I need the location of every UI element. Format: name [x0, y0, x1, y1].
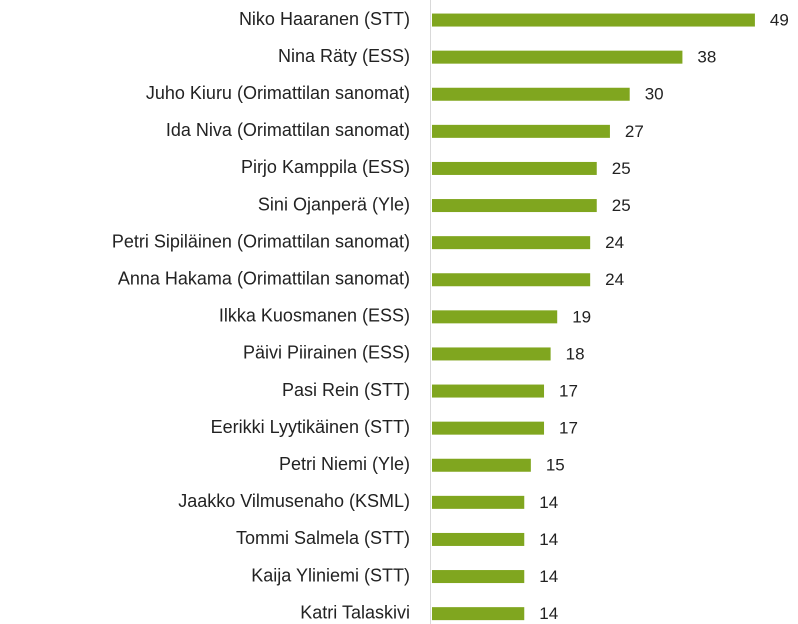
bar — [432, 273, 591, 287]
value-label: 24 — [605, 270, 624, 289]
category-label: Petri Sipiläinen (Orimattilan sanomat) — [112, 231, 410, 251]
value-label: 18 — [566, 344, 585, 363]
category-label: Juho Kiuru (Orimattilan sanomat) — [146, 83, 410, 103]
value-label: 30 — [645, 85, 664, 104]
bar — [432, 532, 525, 546]
value-label: 25 — [612, 159, 631, 178]
category-label: Ilkka Kuosmanen (ESS) — [219, 306, 410, 326]
category-label: Tommi Salmela (STT) — [236, 528, 410, 548]
bar — [432, 50, 683, 64]
bar — [432, 458, 531, 472]
bar — [432, 236, 591, 250]
category-label: Katri Talaskivi — [300, 602, 410, 622]
value-label: 19 — [572, 307, 591, 326]
value-label: 17 — [559, 419, 578, 438]
bar — [432, 495, 525, 509]
bar — [432, 124, 610, 138]
category-label: Nina Räty (ESS) — [278, 46, 410, 66]
value-label: 24 — [605, 233, 624, 252]
category-label: Sini Ojanperä (Yle) — [258, 194, 410, 214]
value-label: 14 — [539, 604, 558, 623]
category-label: Anna Hakama (Orimattilan sanomat) — [118, 269, 410, 289]
category-label: Kaija Yliniemi (STT) — [251, 565, 410, 585]
bar — [432, 421, 545, 435]
bar — [432, 310, 558, 324]
value-label: 14 — [539, 493, 558, 512]
value-label: 17 — [559, 382, 578, 401]
bar — [432, 87, 630, 101]
category-label: Petri Niemi (Yle) — [279, 454, 410, 474]
value-label: 14 — [539, 567, 558, 586]
bar — [432, 13, 755, 27]
category-label: Niko Haaranen (STT) — [239, 9, 410, 29]
category-label: Jaakko Vilmusenaho (KSML) — [178, 491, 410, 511]
bar — [432, 199, 597, 213]
category-label: Pasi Rein (STT) — [282, 380, 410, 400]
value-label: 14 — [539, 530, 558, 549]
category-label: Pirjo Kamppila (ESS) — [241, 157, 410, 177]
bar — [432, 570, 525, 584]
value-label: 27 — [625, 122, 644, 141]
value-label: 49 — [770, 11, 789, 30]
bar — [432, 384, 545, 398]
bar — [432, 161, 597, 175]
bar — [432, 607, 525, 621]
category-label: Päivi Piirainen (ESS) — [243, 343, 410, 363]
category-label: Ida Niva (Orimattilan sanomat) — [166, 120, 410, 140]
value-label: 38 — [697, 48, 716, 67]
category-label: Eerikki Lyytikäinen (STT) — [211, 417, 410, 437]
value-label: 15 — [546, 456, 565, 475]
value-label: 25 — [612, 196, 631, 215]
bar — [432, 347, 551, 361]
